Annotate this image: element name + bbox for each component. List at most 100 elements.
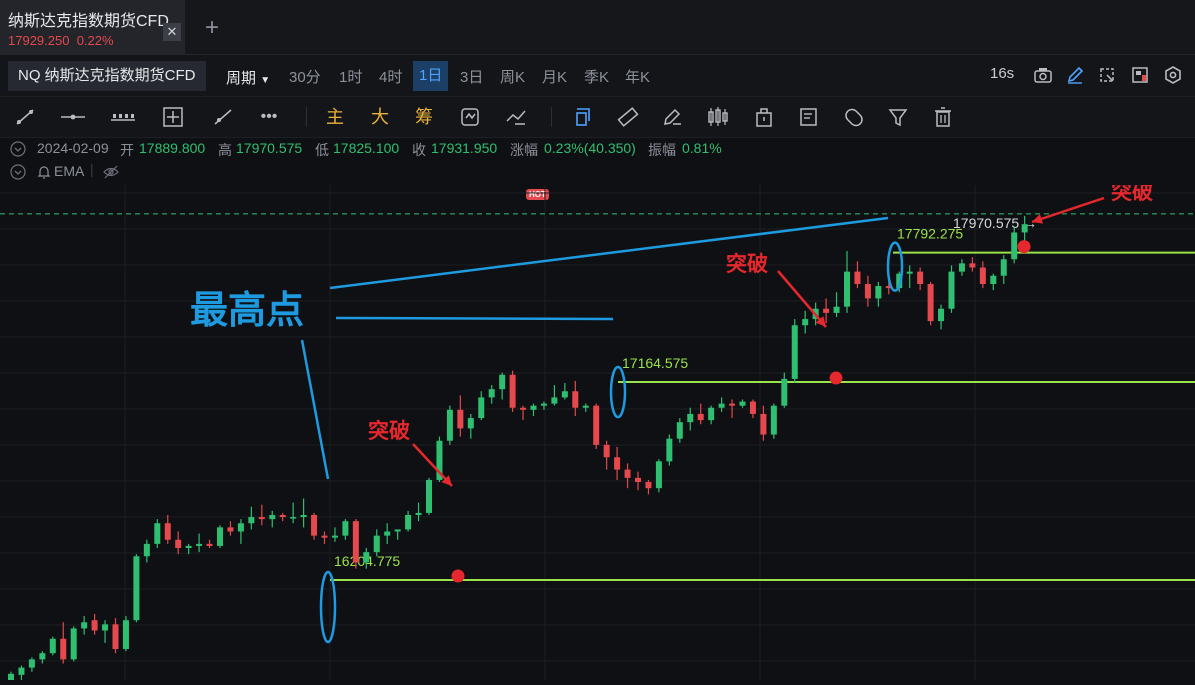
period-1d[interactable]: 1日: [413, 61, 449, 91]
period-3d[interactable]: 3日: [460, 69, 484, 86]
channel-icon[interactable]: [110, 107, 136, 127]
candle-body: [854, 271, 861, 284]
breakout-arrow: [777, 270, 827, 328]
candle-body: [770, 405, 777, 435]
more-icon[interactable]: •••: [260, 108, 278, 125]
eye-hidden-icon[interactable]: [102, 164, 120, 180]
candle-body: [676, 422, 683, 439]
tab-price-line: 17929.250 0.22%: [8, 33, 114, 48]
candle-body: [875, 286, 882, 299]
candle-body: [509, 374, 516, 408]
candle-body: [823, 308, 830, 313]
crosshair-icon[interactable]: [162, 106, 184, 128]
note-icon[interactable]: [798, 106, 820, 128]
layout-icon[interactable]: [1131, 66, 1149, 84]
pointer-line: [300, 339, 330, 480]
candle-body: [488, 389, 495, 398]
candle-body: [384, 531, 391, 536]
period-quarter[interactable]: 季K: [584, 69, 610, 86]
candle-body: [885, 286, 892, 289]
ray-icon[interactable]: [212, 107, 234, 127]
pointer-line: [335, 316, 614, 321]
camera-icon[interactable]: [1034, 67, 1052, 83]
hot-badge: HOT: [526, 189, 549, 200]
refresh-interval[interactable]: 16s: [990, 65, 1015, 82]
candle-body: [457, 409, 464, 429]
candle-body: [718, 403, 725, 408]
candle-body: [655, 461, 662, 489]
ruler-icon[interactable]: [617, 106, 639, 128]
lock-icon[interactable]: [753, 106, 775, 128]
period-30m[interactable]: 30分: [289, 69, 321, 86]
period-1h[interactable]: 1时: [339, 69, 363, 86]
candle-body: [917, 271, 924, 284]
period-year[interactable]: 年K: [625, 69, 651, 86]
bell-icon[interactable]: [36, 164, 52, 180]
trend-line-icon[interactable]: [14, 107, 36, 127]
candle-body: [91, 620, 98, 631]
replay-icon[interactable]: [459, 106, 481, 128]
candle-body: [478, 397, 485, 419]
candle-body: [906, 271, 913, 274]
resize-icon[interactable]: [1098, 66, 1116, 84]
candle-body: [844, 271, 850, 307]
candle-body: [499, 374, 506, 390]
indicator-name[interactable]: EMA: [54, 163, 85, 179]
tab-title: 纳斯达克指数期货CFD: [8, 13, 169, 30]
magnet-icon[interactable]: [843, 106, 865, 128]
period-4h[interactable]: 4时: [379, 69, 403, 86]
change-value: 0.23%(40.350): [544, 140, 636, 156]
horizontal-line-icon[interactable]: [60, 107, 86, 127]
candle-body: [143, 543, 150, 557]
close-label: 收: [412, 142, 426, 158]
candle-body: [70, 628, 77, 660]
pencil-icon[interactable]: [1066, 66, 1084, 84]
candle-body: [227, 527, 234, 532]
breakout-arrow: [1031, 196, 1105, 224]
candle-body: [290, 517, 297, 519]
candle-body: [60, 638, 67, 660]
low-value: 17825.100: [333, 140, 400, 156]
candle-body: [990, 275, 997, 284]
high-price-label: 17970.575 →: [953, 215, 1037, 231]
ohlc-info-bar: 2024-02-09 开 17889.800 高 17970.575 低 178…: [0, 137, 1195, 159]
change-label: 涨幅: [510, 142, 538, 158]
period-week[interactable]: 周K: [500, 69, 526, 86]
candle-body: [311, 515, 318, 536]
filter-icon[interactable]: [887, 106, 909, 128]
collapse-toggle-icon[interactable]: [10, 141, 26, 157]
candle-body: [18, 667, 25, 675]
chip-distribution-button[interactable]: 筹: [415, 107, 433, 127]
highlight-ellipse: [609, 365, 627, 419]
collapse-toggle-icon[interactable]: [10, 164, 26, 180]
breakout-label: 突破: [726, 252, 768, 276]
brush-icon[interactable]: [661, 106, 683, 128]
toolbar-divider: [306, 107, 307, 127]
period-month[interactable]: 月K: [542, 69, 568, 86]
candle-body: [530, 405, 537, 410]
period-toolbar: NQ 纳斯达克指数期货CFD 周期 ▼ 30分 1时 4时 1日 3日 周K 月…: [0, 54, 1195, 97]
trash-icon[interactable]: [932, 106, 954, 128]
plus-icon[interactable]: +: [205, 14, 220, 41]
candle-body: [415, 512, 422, 515]
large-order-button[interactable]: 大: [371, 107, 389, 127]
candle-body: [958, 263, 965, 272]
breakout-point: [1017, 240, 1031, 254]
period-dropdown[interactable]: 周期 ▼: [226, 67, 270, 88]
candle-body: [697, 413, 704, 421]
settings-icon[interactable]: [1164, 66, 1182, 84]
candle-body: [436, 440, 443, 480]
close-icon[interactable]: ✕: [163, 23, 181, 41]
indicator-icon[interactable]: [505, 107, 527, 127]
candle-body: [8, 673, 14, 685]
candle-icon[interactable]: [706, 106, 730, 128]
symbol-tab[interactable]: 纳斯达克指数期货CFD 17929.250 0.22% ✕: [0, 0, 185, 54]
candle-body: [666, 438, 673, 462]
symbol-selector[interactable]: NQ 纳斯达克指数期货CFD: [8, 61, 206, 91]
main-indicator-button[interactable]: 主: [326, 107, 344, 127]
select-icon[interactable]: [573, 106, 595, 128]
candle-body: [269, 515, 276, 520]
